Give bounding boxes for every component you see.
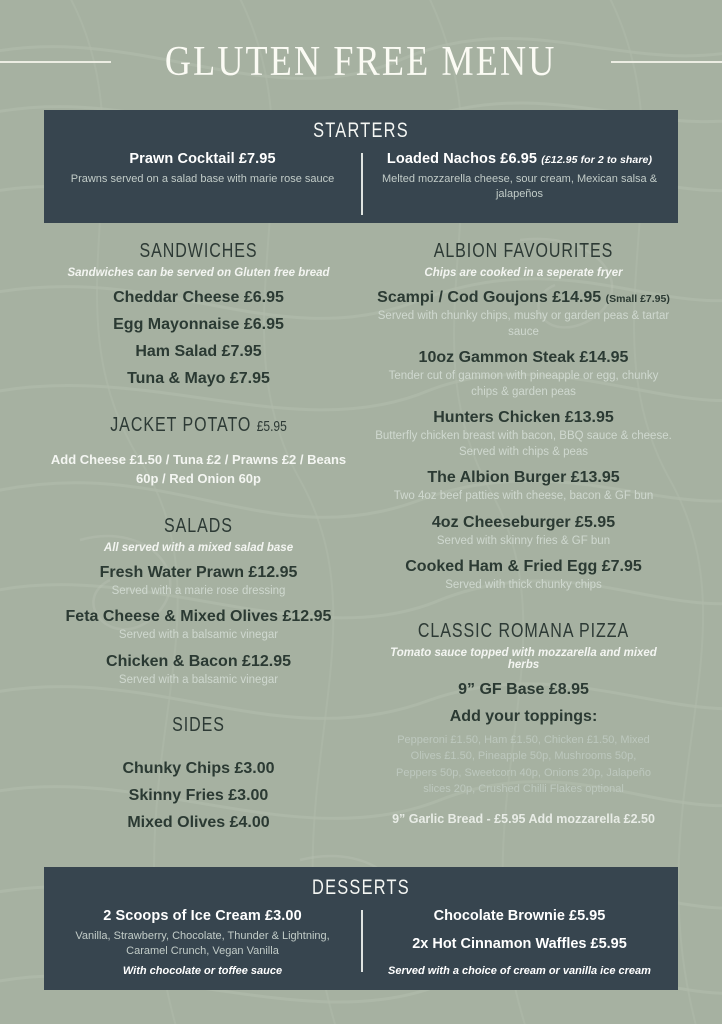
jacket-potato-heading: JACKET POTATO £5.95 — [110, 414, 287, 436]
desserts-item-name: 2 Scoops of Ice Cream £3.00 — [103, 908, 302, 924]
page-title: GLUTEN FREE MENU — [165, 39, 557, 85]
pizza-heading: CLASSIC ROMANA PIZZA — [417, 619, 630, 642]
menu-body: SANDWICHES Sandwiches can be served on G… — [44, 240, 678, 832]
sandwiches-heading: SANDWICHES — [139, 240, 258, 262]
pizza-base-price: 9” GF Base £8.95 — [458, 680, 589, 698]
section-sides: SIDES Chunky Chips £3.00 Skinny Fries £3… — [50, 714, 347, 832]
starters-panel: STARTERS Prawn Cocktail £7.95 Prawns ser… — [44, 110, 678, 223]
desserts-heading: DESSERTS — [312, 876, 410, 899]
garlic-bread-line: 9” Garlic Bread - £5.95 Add mozzarella £… — [392, 811, 655, 826]
jacket-potato-note: Add Cheese £1.50 / Tuna £2 / Prawns £2 /… — [50, 452, 347, 486]
list-item: Mixed Olives £4.00 — [127, 814, 270, 832]
section-sandwiches: SANDWICHES Sandwiches can be served on G… — [50, 240, 347, 388]
starters-item-loaded-nachos: Loaded Nachos £6.95 (£12.95 for 2 to sha… — [361, 151, 678, 202]
sandwiches-subtitle: Sandwiches can be served on Gluten free … — [67, 267, 330, 279]
starters-item-name: Prawn Cocktail £7.95 — [129, 151, 276, 167]
list-item: Cooked Ham & Fried Egg £7.95 — [405, 558, 642, 576]
list-item: Feta Cheese & Mixed Olives £12.95 — [65, 608, 332, 626]
list-item: Skinny Fries £3.00 — [128, 787, 269, 805]
starters-item-prawn-cocktail: Prawn Cocktail £7.95 Prawns served on a … — [44, 151, 361, 202]
left-column: SANDWICHES Sandwiches can be served on G… — [44, 240, 361, 832]
desserts-item-brownie-waffles: Chocolate Brownie £5.95 2x Hot Cinnamon … — [361, 908, 678, 979]
desserts-item-sauce-note: With chocolate or toffee sauce — [122, 964, 283, 977]
desserts-divider — [361, 910, 363, 972]
right-column: ALBION FAVOURITES Chips are cooked in a … — [361, 240, 678, 832]
section-classic-romana-pizza: CLASSIC ROMANA PIZZA Tomato sauce topped… — [375, 620, 672, 826]
starters-item-desc: Melted mozzarella cheese, sour cream, Me… — [381, 173, 658, 200]
section-albion-favourites: ALBION FAVOURITES Chips are cooked in a … — [375, 240, 672, 594]
list-item-desc: Served with a marie rose dressing — [111, 584, 286, 597]
desserts-item-name: 2x Hot Cinnamon Waffles £5.95 — [412, 936, 627, 952]
title-rule-right — [610, 61, 722, 63]
desserts-columns: 2 Scoops of Ice Cream £3.00 Vanilla, Str… — [44, 908, 678, 979]
desserts-item-name: Chocolate Brownie £5.95 — [433, 908, 606, 924]
jacket-potato-price: £5.95 — [256, 418, 287, 435]
list-item-desc: Tender cut of gammon with pineapple or e… — [388, 370, 659, 398]
list-item-small-price: (Small £7.95) — [605, 293, 670, 305]
list-item: 4oz Cheeseburger £5.95 — [431, 513, 616, 531]
section-salads: SALADS All served with a mixed salad bas… — [50, 515, 347, 689]
starters-item-desc: Prawns served on a salad base with marie… — [70, 173, 335, 185]
desserts-item-ice-cream: 2 Scoops of Ice Cream £3.00 Vanilla, Str… — [44, 908, 361, 979]
starters-heading: STARTERS — [313, 119, 409, 142]
section-jacket-potato: JACKET POTATO £5.95 Add Cheese £1.50 / T… — [50, 414, 347, 489]
list-item: The Albion Burger £13.95 — [427, 469, 620, 487]
list-item: Chicken & Bacon £12.95 — [106, 652, 291, 670]
list-item-desc: Served with a balsamic vinegar — [118, 673, 279, 686]
starters-columns: Prawn Cocktail £7.95 Prawns served on a … — [44, 151, 678, 215]
pizza-toppings-list: Pepperoni £1.50, Ham £1.50, Chicken £1.5… — [395, 733, 651, 796]
pizza-toppings-label: Add your toppings: — [449, 707, 598, 725]
list-item: Cheddar Cheese £6.95 — [113, 289, 284, 306]
salads-heading: SALADS — [164, 514, 233, 537]
albion-favourites-heading: ALBION FAVOURITES — [433, 240, 614, 262]
list-item: Fresh Water Prawn £12.95 — [99, 563, 298, 581]
albion-favourites-subtitle: Chips are cooked in a seperate fryer — [424, 267, 623, 279]
list-item: Scampi / Cod Goujons £14.95 (Small £7.95… — [377, 289, 670, 306]
page-title-row: GLUTEN FREE MENU — [0, 38, 722, 86]
list-item-desc: Butterfly chicken breast with bacon, BBQ… — [375, 430, 672, 458]
desserts-panel: DESSERTS 2 Scoops of Ice Cream £3.00 Van… — [44, 867, 678, 990]
starters-divider — [361, 153, 363, 215]
starters-item-name: Loaded Nachos £6.95 (£12.95 for 2 to sha… — [386, 151, 653, 167]
list-item-desc: Served with thick chunky chips — [445, 579, 602, 592]
list-item-desc: Served with skinny fries & GF bun — [436, 534, 611, 547]
list-item: Chunky Chips £3.00 — [122, 760, 275, 778]
list-item: Egg Mayonnaise £6.95 — [113, 316, 284, 333]
list-item-desc: Served with a balsamic vinegar — [118, 629, 279, 642]
starters-item-share-note: (£12.95 for 2 to share) — [541, 154, 653, 166]
list-item: Ham Salad £7.95 — [135, 343, 262, 360]
title-rule-left — [0, 61, 112, 63]
desserts-item-desc: Vanilla, Strawberry, Chocolate, Thunder … — [75, 930, 330, 957]
salads-subtitle: All served with a mixed salad base — [103, 541, 294, 554]
list-item-desc: Served with chunky chips, mushy or garde… — [377, 310, 670, 338]
list-item-desc: Two 4oz beef patties with cheese, bacon … — [393, 490, 654, 503]
list-item: Hunters Chicken £13.95 — [433, 409, 614, 427]
desserts-item-serving-note: Served with a choice of cream or vanilla… — [388, 965, 651, 977]
pizza-subtitle: Tomato sauce topped with mozzarella and … — [390, 646, 657, 671]
sides-heading: SIDES — [172, 714, 225, 737]
list-item: 10oz Gammon Steak £14.95 — [418, 349, 629, 367]
list-item: Tuna & Mayo £7.95 — [127, 370, 270, 387]
